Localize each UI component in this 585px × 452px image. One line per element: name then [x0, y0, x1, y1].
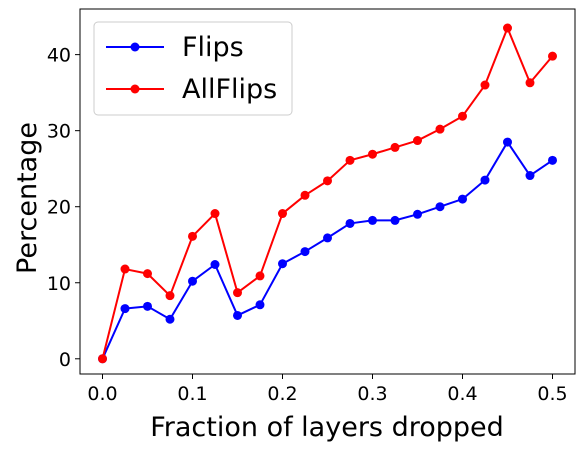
data-point-flips-12 [368, 215, 377, 225]
legend-entry-allflips: AllFlips [106, 74, 277, 105]
legend-frame [93, 21, 293, 116]
axes: 0.0 0.1 0.2 0.3 0.4 0.5 0 10 20 30 40 [47, 8, 576, 405]
data-point-allflips-7 [255, 271, 265, 281]
data-point-flips-20 [548, 155, 557, 165]
data-point-allflips-16 [458, 111, 467, 121]
x-tick-label: 0.5 [537, 383, 567, 405]
data-point-allflips-8 [278, 209, 287, 219]
x-axis-title: Fraction of layers dropped [150, 412, 504, 443]
data-point-allflips-0 [98, 354, 107, 364]
data-point-allflips-9 [300, 190, 310, 200]
legend-marker-allflips [130, 84, 140, 94]
y-tick-label: 30 [47, 121, 71, 143]
legend-label-allflips: AllFlips [182, 74, 277, 105]
data-point-allflips-4 [188, 231, 197, 241]
x-tick-label: 0.4 [447, 383, 477, 405]
y-tick-label: 0 [59, 349, 71, 371]
data-point-flips-2 [143, 301, 152, 311]
data-point-flips-13 [390, 215, 400, 225]
data-point-flips-19 [525, 171, 535, 181]
data-point-flips-7 [255, 300, 265, 310]
x-tick-label: 0.1 [177, 383, 207, 405]
data-point-allflips-19 [525, 78, 535, 88]
data-point-flips-4 [188, 276, 197, 286]
data-point-flips-16 [458, 194, 467, 204]
data-point-flips-17 [480, 175, 490, 185]
data-point-allflips-15 [435, 124, 445, 134]
data-point-allflips-6 [233, 288, 242, 298]
data-point-allflips-17 [480, 80, 490, 90]
data-point-flips-9 [300, 247, 310, 257]
data-point-allflips-11 [345, 155, 355, 165]
data-point-allflips-5 [210, 209, 220, 219]
data-point-flips-5 [210, 260, 220, 269]
data-point-flips-10 [323, 233, 332, 243]
data-point-flips-14 [413, 209, 422, 219]
data-point-allflips-20 [548, 51, 557, 61]
data-point-flips-3 [165, 314, 175, 324]
legend-entry-flips: Flips [106, 32, 244, 63]
data-point-flips-11 [345, 218, 355, 228]
y-tick-label: 40 [47, 45, 71, 67]
data-point-allflips-12 [368, 149, 377, 159]
y-axis-title: Percentage [12, 122, 43, 274]
x-tick-label: 0.0 [87, 383, 117, 405]
data-point-allflips-3 [165, 291, 175, 301]
legend-label-flips: Flips [182, 32, 244, 63]
legend: Flips AllFlips [93, 21, 293, 116]
data-point-flips-18 [503, 137, 512, 147]
x-tick-label: 0.2 [267, 383, 297, 405]
plot-area [98, 23, 557, 364]
y-tick-label: 20 [47, 197, 71, 219]
data-point-allflips-2 [143, 269, 152, 279]
data-point-flips-6 [233, 310, 242, 320]
data-point-allflips-13 [390, 142, 400, 152]
data-point-flips-15 [435, 202, 445, 212]
data-point-flips-8 [278, 259, 287, 269]
data-point-allflips-10 [323, 176, 332, 186]
data-point-allflips-14 [413, 136, 422, 146]
data-point-flips-1 [120, 304, 130, 314]
data-point-allflips-18 [503, 23, 512, 33]
legend-marker-flips [130, 42, 140, 52]
x-tick-label: 0.3 [357, 383, 387, 405]
data-point-allflips-1 [120, 264, 130, 274]
axes-frame [79, 8, 576, 375]
y-tick-label: 10 [47, 273, 71, 295]
series-line-flips [101, 141, 554, 360]
